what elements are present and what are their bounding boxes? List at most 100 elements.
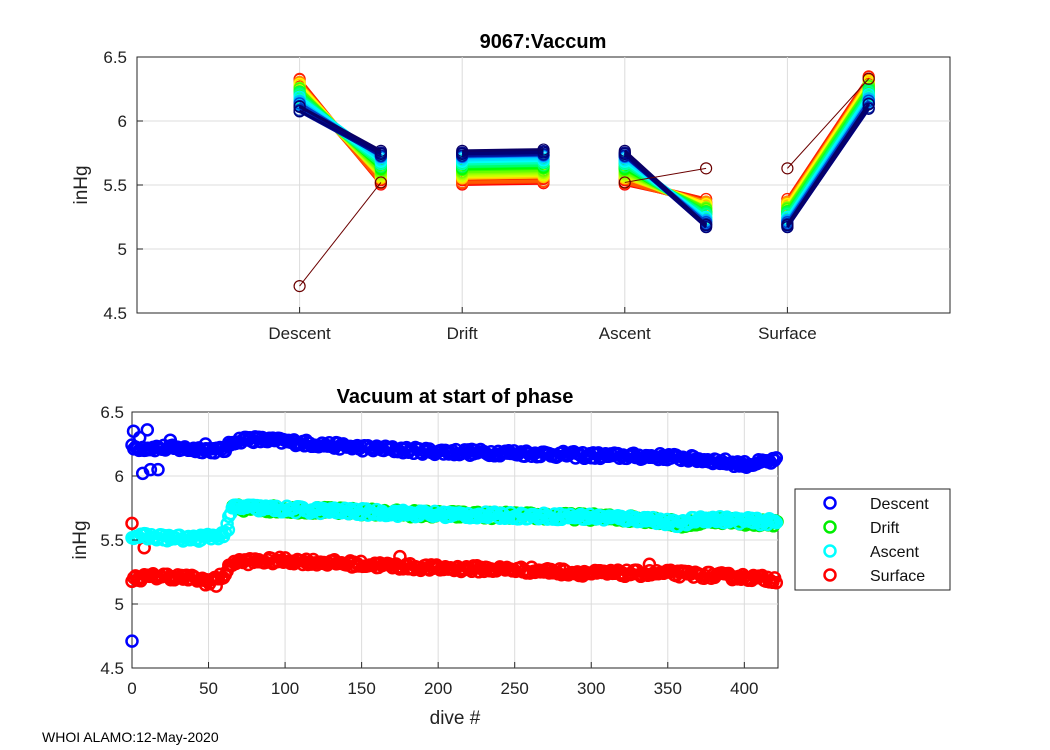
bottom-xtick-label: 50 xyxy=(199,679,218,698)
bottom-title: Vacuum at start of phase xyxy=(337,386,574,408)
bottom-point-ascent xyxy=(769,515,784,530)
top-ytick-label: 5.5 xyxy=(103,176,127,195)
top-series-point xyxy=(537,143,550,156)
top-outlier-point xyxy=(374,176,387,189)
bottom-xtick-label: 150 xyxy=(347,679,375,698)
legend: Descent Drift Ascent Surface xyxy=(794,488,951,591)
bottom-outlier-descent xyxy=(143,462,158,477)
top-series-point xyxy=(537,146,550,159)
bottom-outlier-surface xyxy=(209,579,223,593)
top-outlier-point xyxy=(618,176,631,189)
top-outlier-line xyxy=(787,78,870,169)
bottom-xticks: 0 50 100 150 200 250 300 350 400 xyxy=(127,662,759,698)
bottom-point-ascent xyxy=(218,525,233,540)
legend-entry-drift: Drift xyxy=(823,520,900,537)
top-series-line xyxy=(623,152,708,229)
top-series-line xyxy=(786,75,870,200)
bottom-outlier-descent xyxy=(198,437,213,451)
footer-text: WHOI ALAMO:12-May-2020 xyxy=(42,729,219,745)
legend-entry-descent: Descent xyxy=(823,496,929,513)
top-series-line xyxy=(462,148,544,153)
bottom-panel: 4.5 5 5.5 6 6.5 0 50 100 150 200 250 300 350 400 Vac… xyxy=(70,386,784,729)
top-series-line xyxy=(462,152,544,158)
top-xtick-label-surface: Surface xyxy=(758,324,817,343)
bottom-xtick-label: 100 xyxy=(271,679,299,698)
bottom-outlier-surface xyxy=(642,557,657,572)
top-series-point xyxy=(293,97,306,110)
bottom-outlier-descent xyxy=(132,430,147,445)
bottom-series-descent xyxy=(125,423,784,648)
top-series-point xyxy=(456,144,469,157)
top-series-line xyxy=(623,149,708,227)
top-xtick-label-drift: Drift xyxy=(447,324,478,343)
top-series-point xyxy=(293,100,306,113)
top-series-line xyxy=(462,158,544,164)
top-series-line xyxy=(786,80,870,205)
top-ytick-label: 5 xyxy=(118,240,127,259)
top-series-line xyxy=(462,151,544,156)
top-marks xyxy=(293,70,875,293)
bottom-xtick-label: 350 xyxy=(654,679,682,698)
legend-entry-surface: Surface xyxy=(823,568,925,585)
bottom-ylabel: inHg xyxy=(70,520,91,559)
bottom-outlier-ascent xyxy=(221,523,236,537)
top-outlier-line xyxy=(624,167,707,183)
top-outlier-point xyxy=(862,72,875,85)
top-series-point xyxy=(862,102,875,115)
top-series-line xyxy=(298,109,382,156)
bottom-outlier-surface xyxy=(393,549,407,564)
top-outlier-point xyxy=(781,162,794,175)
bottom-point-descent xyxy=(651,452,666,467)
legend-label-ascent: Ascent xyxy=(870,544,919,561)
top-series-line xyxy=(462,173,544,178)
top-series-line xyxy=(462,157,544,162)
top-panel: 4.5 5 5.5 6 6.5 Descent Drift Ascent Surface 90… xyxy=(71,31,951,343)
top-series-line xyxy=(462,163,544,169)
bottom-outlier-descent xyxy=(140,423,155,437)
bottom-series-ascent xyxy=(125,498,784,548)
top-ytick-label: 6.5 xyxy=(103,48,127,67)
top-ytick-label: 4.5 xyxy=(103,304,127,323)
top-series-line xyxy=(786,93,870,218)
top-series-point xyxy=(456,147,469,161)
top-series-line xyxy=(462,166,544,171)
bottom-ytick-label: 5 xyxy=(115,595,124,614)
bottom-xtick-label: 250 xyxy=(501,679,529,698)
top-series-point xyxy=(618,144,631,157)
top-series-line xyxy=(298,105,382,153)
legend-label-surface: Surface xyxy=(870,568,925,585)
bottom-xlabel: dive # xyxy=(430,708,481,729)
bottom-series-surface xyxy=(125,516,784,593)
top-ylabel: inHg xyxy=(71,165,92,204)
bottom-outlier-descent xyxy=(151,462,165,477)
top-series-line xyxy=(462,161,544,166)
top-series-line xyxy=(786,103,870,226)
top-series-line xyxy=(462,169,544,174)
bottom-marks xyxy=(125,423,784,648)
top-yticks: 4.5 5 5.5 6 6.5 xyxy=(103,48,143,323)
bottom-xtick-label: 0 xyxy=(127,679,136,698)
bottom-outlier-surface xyxy=(125,516,139,531)
bottom-outlier-descent xyxy=(125,634,139,648)
top-xtick-label-descent: Descent xyxy=(268,324,331,343)
top-outlier-line xyxy=(299,182,382,287)
top-series-point xyxy=(374,144,387,157)
bottom-point-ascent xyxy=(767,514,782,528)
bottom-point-surface xyxy=(769,575,784,590)
top-outlier-point xyxy=(699,162,713,175)
legend-label-drift: Drift xyxy=(870,520,900,537)
top-series-point xyxy=(862,97,875,111)
legend-label-descent: Descent xyxy=(870,496,929,513)
legend-marker-surface xyxy=(823,568,837,582)
bottom-yticks: 4.5 5 5.5 6 6.5 xyxy=(100,403,138,678)
bottom-xtick-label: 200 xyxy=(424,679,452,698)
bottom-outlier-ascent xyxy=(194,533,208,547)
bottom-xtick-label: 400 xyxy=(730,679,758,698)
top-series-line xyxy=(462,179,544,184)
top-ytick-label: 6 xyxy=(118,112,127,131)
bottom-outlier-descent xyxy=(163,433,178,447)
bottom-point-descent xyxy=(769,451,784,465)
top-series-point xyxy=(699,219,713,232)
bottom-ytick-label: 4.5 xyxy=(100,659,124,678)
